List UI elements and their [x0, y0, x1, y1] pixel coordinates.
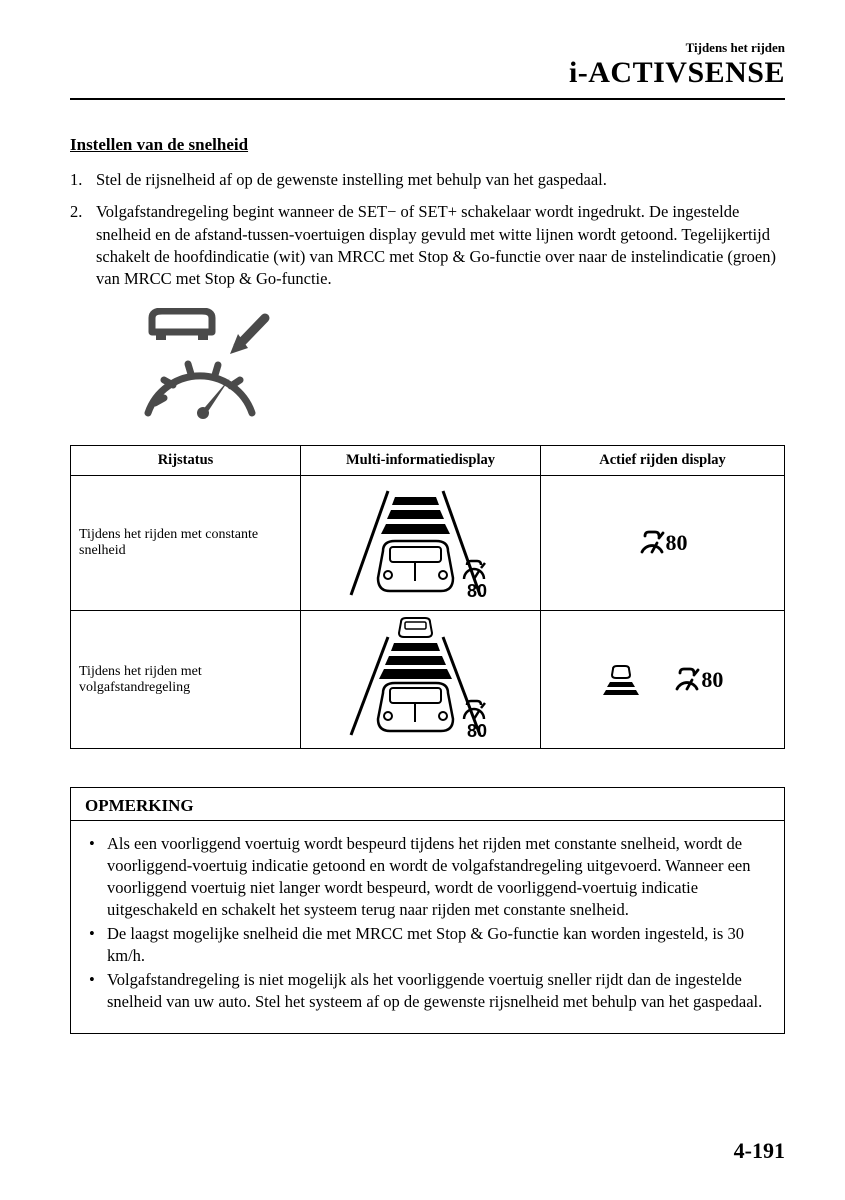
header-section: Tijdens het rijden — [70, 40, 785, 56]
row-label: Tijdens het rijden met volgafstandregeli… — [71, 611, 301, 749]
section-title: Instellen van de snelheid — [70, 135, 785, 155]
table-header: Actief rijden display — [541, 446, 785, 476]
speed-value: 80 — [701, 667, 723, 693]
note-item: •Volgafstandregeling is niet mogelijk al… — [89, 969, 766, 1013]
active-display: 80 — [541, 476, 785, 611]
step-text: Stel de rijsnelheid af op de gewenste in… — [96, 169, 607, 191]
bullet-icon: • — [89, 969, 107, 1013]
active-display: 80 — [541, 611, 785, 749]
header-title: i-ACTIVSENSE — [70, 56, 785, 90]
table-row: Tijdens het rijden met constante snelhei… — [71, 476, 785, 611]
speed-value: 80 — [666, 530, 688, 556]
note-title: OPMERKING — [71, 788, 784, 821]
note-box: OPMERKING •Als een voorliggend voertuig … — [70, 787, 785, 1034]
list-item: 1. Stel de rijsnelheid af op de gewenste… — [70, 169, 785, 191]
instruction-list: 1. Stel de rijsnelheid af op de gewenste… — [70, 169, 785, 290]
header-rule — [70, 98, 785, 100]
page-number: 4-191 — [734, 1138, 785, 1164]
multi-info-display-icon: 80 — [301, 476, 541, 611]
list-item: 2. Volgafstandregeling begint wanneer de… — [70, 201, 785, 290]
bullet-icon: • — [89, 923, 107, 967]
step-number: 2. — [70, 201, 96, 290]
step-text: Volgafstandregeling begint wanneer de SE… — [96, 201, 785, 290]
step-number: 1. — [70, 169, 96, 191]
note-body: •Als een voorliggend voertuig wordt besp… — [71, 821, 784, 1033]
speedometer-car-icon — [130, 308, 785, 423]
table-header: Multi-informatiedisplay — [301, 446, 541, 476]
page-header: Tijdens het rijden i-ACTIVSENSE — [70, 40, 785, 90]
bullet-icon: • — [89, 833, 107, 921]
table-row: Tijdens het rijden met volgafstandregeli… — [71, 611, 785, 749]
cruise-icon — [638, 530, 666, 556]
table-header: Rijstatus — [71, 446, 301, 476]
multi-info-display-icon: 80 — [301, 611, 541, 749]
cruise-icon — [673, 667, 701, 693]
speed-value: 80 — [467, 721, 487, 741]
row-label: Tijdens het rijden met constante snelhei… — [71, 476, 301, 611]
note-text: Volgafstandregeling is niet mogelijk als… — [107, 969, 766, 1013]
page: Tijdens het rijden i-ACTIVSENSE Instelle… — [0, 0, 845, 1200]
status-table: Rijstatus Multi-informatiedisplay Actief… — [70, 445, 785, 749]
note-text: De laagst mogelijke snelheid die met MRC… — [107, 923, 766, 967]
speed-value: 80 — [467, 581, 487, 601]
note-item: •De laagst mogelijke snelheid die met MR… — [89, 923, 766, 967]
lead-vehicle-icon — [602, 665, 640, 695]
note-item: •Als een voorliggend voertuig wordt besp… — [89, 833, 766, 921]
note-text: Als een voorliggend voertuig wordt bespe… — [107, 833, 766, 921]
